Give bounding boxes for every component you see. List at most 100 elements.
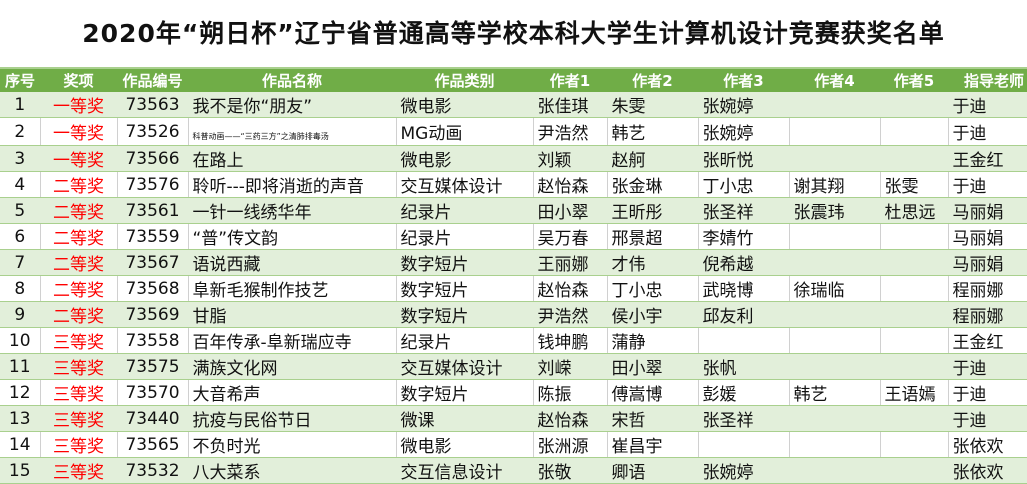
cell-teacher[interactable]: 马丽娟: [947, 223, 1027, 250]
cell-author2[interactable]: 田小翠: [606, 353, 698, 380]
cell-teacher[interactable]: 马丽娟: [947, 249, 1027, 276]
cell-category[interactable]: 纪录片: [395, 223, 533, 250]
cell-author3[interactable]: 张昕悦: [697, 145, 789, 172]
cell-award[interactable]: 三等奖: [39, 327, 117, 354]
cell-category[interactable]: 微电影: [395, 92, 533, 118]
cell-seq[interactable]: 4: [0, 171, 40, 198]
cell-author3[interactable]: 张帆: [697, 353, 789, 380]
cell-teacher[interactable]: 王金红: [947, 145, 1027, 172]
cell-author1[interactable]: 刘颖: [532, 145, 607, 172]
cell-seq[interactable]: 1: [0, 92, 40, 118]
cell-name[interactable]: “普”传文韵: [187, 223, 396, 250]
cell-author1[interactable]: 赵怡森: [532, 275, 607, 302]
cell-author1[interactable]: 王丽娜: [532, 249, 607, 276]
cell-author4[interactable]: [788, 145, 880, 172]
cell-author3[interactable]: [697, 431, 789, 458]
cell-author4[interactable]: 韩艺: [788, 379, 880, 406]
cell-author2[interactable]: 王昕彤: [606, 197, 698, 224]
cell-name[interactable]: 我不是你“朋友”: [187, 92, 396, 118]
cell-author1[interactable]: 赵怡森: [532, 405, 607, 432]
cell-author3[interactable]: 丁小忠: [697, 171, 789, 198]
cell-seq[interactable]: 12: [0, 379, 40, 406]
cell-author4[interactable]: [788, 301, 880, 328]
cell-author3[interactable]: 武晓博: [697, 275, 789, 302]
cell-award[interactable]: 三等奖: [39, 431, 117, 458]
cell-name[interactable]: 阜新毛猴制作技艺: [187, 275, 396, 302]
cell-author3[interactable]: 倪希越: [697, 249, 789, 276]
cell-name[interactable]: 语说西藏: [187, 249, 396, 276]
cell-award[interactable]: 三等奖: [39, 353, 117, 380]
cell-category[interactable]: 微课: [395, 405, 533, 432]
cell-teacher[interactable]: 程丽娜: [947, 301, 1027, 328]
cell-author3[interactable]: 张圣祥: [697, 405, 789, 432]
cell-author2[interactable]: 傅嵩博: [606, 379, 698, 406]
cell-award[interactable]: 二等奖: [39, 171, 117, 198]
cell-teacher[interactable]: 于迪: [947, 171, 1027, 198]
cell-author2[interactable]: 丁小忠: [606, 275, 698, 302]
cell-author4[interactable]: 谢其翔: [788, 171, 880, 198]
column-header-category[interactable]: 作品类别: [396, 67, 533, 92]
cell-author4[interactable]: [788, 92, 880, 118]
cell-author5[interactable]: 王语嫣: [879, 379, 948, 406]
cell-category[interactable]: 纪录片: [395, 327, 533, 354]
cell-name[interactable]: 大音希声: [187, 379, 396, 406]
cell-author2[interactable]: 韩艺: [606, 117, 698, 146]
cell-author4[interactable]: 张震玮: [788, 197, 880, 224]
cell-code[interactable]: 73567: [116, 249, 188, 276]
column-header-author3[interactable]: 作者3: [698, 67, 789, 92]
cell-teacher[interactable]: 于迪: [947, 92, 1027, 118]
cell-teacher[interactable]: 于迪: [947, 379, 1027, 406]
cell-name[interactable]: 满族文化网: [187, 353, 396, 380]
cell-teacher[interactable]: 于迪: [947, 405, 1027, 432]
cell-seq[interactable]: 8: [0, 275, 40, 302]
cell-author3[interactable]: 张圣祥: [697, 197, 789, 224]
cell-author3[interactable]: 张婉婷: [697, 92, 789, 118]
column-header-author4[interactable]: 作者4: [789, 67, 880, 92]
column-header-teacher[interactable]: 指导老师: [948, 67, 1027, 92]
cell-author1[interactable]: 刘嵘: [532, 353, 607, 380]
cell-seq[interactable]: 13: [0, 405, 40, 432]
cell-author5[interactable]: [879, 327, 948, 354]
cell-category[interactable]: 数字短片: [395, 275, 533, 302]
column-header-author5[interactable]: 作者5: [880, 67, 948, 92]
cell-author5[interactable]: [879, 249, 948, 276]
cell-code[interactable]: 73570: [116, 379, 188, 406]
cell-code[interactable]: 73565: [116, 431, 188, 458]
cell-seq[interactable]: 6: [0, 223, 40, 250]
cell-code[interactable]: 73561: [116, 197, 188, 224]
cell-seq[interactable]: 9: [0, 301, 40, 328]
cell-name[interactable]: 百年传承-阜新瑞应寺: [187, 327, 396, 354]
cell-author5[interactable]: [879, 353, 948, 380]
cell-award[interactable]: 一等奖: [39, 117, 117, 146]
cell-author1[interactable]: 田小翠: [532, 197, 607, 224]
cell-author5[interactable]: [879, 301, 948, 328]
cell-award[interactable]: 一等奖: [39, 145, 117, 172]
cell-author2[interactable]: 蒲静: [606, 327, 698, 354]
cell-author4[interactable]: [788, 223, 880, 250]
cell-teacher[interactable]: 程丽娜: [947, 275, 1027, 302]
cell-author4[interactable]: [788, 431, 880, 458]
cell-author3[interactable]: 李婧竹: [697, 223, 789, 250]
cell-teacher[interactable]: 张依欢: [947, 431, 1027, 458]
cell-author2[interactable]: 邢景超: [606, 223, 698, 250]
cell-author2[interactable]: 宋哲: [606, 405, 698, 432]
cell-code[interactable]: 73440: [116, 405, 188, 432]
cell-author5[interactable]: [879, 92, 948, 118]
cell-author5[interactable]: 杜思远: [879, 197, 948, 224]
column-header-seq[interactable]: 序号: [0, 67, 40, 92]
cell-category[interactable]: 数字短片: [395, 379, 533, 406]
cell-author4[interactable]: [788, 327, 880, 354]
column-header-name[interactable]: 作品名称: [188, 67, 396, 92]
cell-author1[interactable]: 赵怡森: [532, 171, 607, 198]
cell-seq[interactable]: 11: [0, 353, 40, 380]
cell-name[interactable]: 抗疫与民俗节日: [187, 405, 396, 432]
cell-award[interactable]: 三等奖: [39, 379, 117, 406]
cell-author4[interactable]: [788, 353, 880, 380]
column-header-award[interactable]: 奖项: [40, 67, 117, 92]
cell-seq[interactable]: 3: [0, 145, 40, 172]
cell-author2[interactable]: 张金琳: [606, 171, 698, 198]
cell-author5[interactable]: [879, 117, 948, 146]
cell-author1[interactable]: 尹浩然: [532, 117, 607, 146]
cell-award[interactable]: 二等奖: [39, 249, 117, 276]
cell-award[interactable]: 二等奖: [39, 197, 117, 224]
